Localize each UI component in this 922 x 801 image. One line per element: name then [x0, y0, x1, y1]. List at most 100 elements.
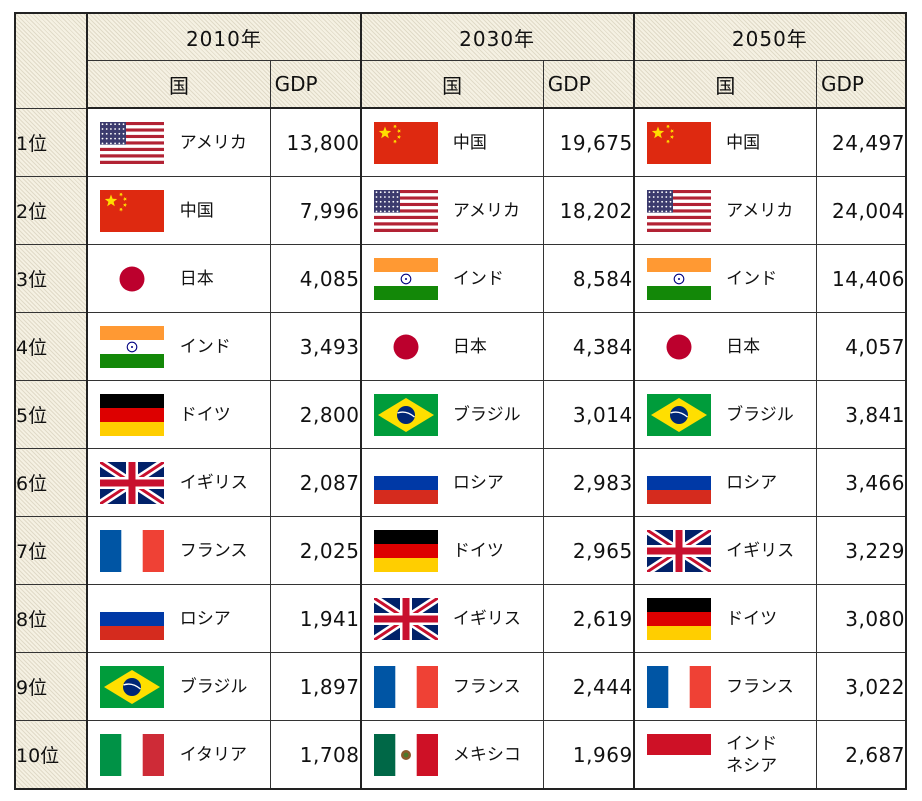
corner-cell — [14, 12, 89, 109]
country-name-text: ロシア — [726, 472, 778, 493]
country-name: アメリカ — [179, 107, 271, 177]
gdp-value: 2,025 — [269, 516, 362, 585]
india-flag-icon — [88, 325, 179, 368]
gdp-value: 3,229 — [815, 516, 907, 585]
rank-cell: 4位 — [14, 312, 89, 381]
flag-cell — [86, 652, 180, 721]
flag-cell — [359, 516, 453, 585]
france-flag-icon — [88, 529, 179, 572]
brazil-flag-icon — [362, 393, 453, 436]
table-row: 2位 中国 7,996 アメリカ 18,202 アメリカ 24,004 — [14, 176, 907, 245]
country-name-text: フランス — [452, 676, 521, 697]
table-row: 4位 インド 3,493 日本 4,384 日本 4,057 — [14, 312, 907, 381]
country-name: 日本 — [726, 312, 817, 381]
flag-cell — [86, 448, 180, 517]
flag-cell — [633, 584, 727, 653]
gdp-ranking-table: 2010年 2030年 2050年 国 GDP 国 GDP 国 GDP 1位 アメ… — [14, 12, 907, 790]
flag-cell — [633, 720, 727, 790]
gdp-value-text: 4,384 — [572, 334, 633, 359]
gdp-value-text: 4,057 — [845, 334, 905, 359]
flag-cell — [633, 176, 727, 245]
india-flag-icon — [362, 257, 453, 300]
country-name-text: インド — [452, 268, 504, 289]
country-name: イギリス — [452, 584, 544, 653]
gdp-value: 2,087 — [269, 448, 362, 517]
gdp-value: 18,202 — [542, 176, 635, 245]
gdp-value-text: 3,229 — [845, 538, 905, 563]
china-flag-icon — [635, 121, 726, 164]
gdp-value-text: 2,687 — [845, 742, 905, 767]
gdp-value-text: 8,584 — [572, 266, 633, 291]
flag-cell — [359, 584, 453, 653]
country-name-text: ドイツ — [179, 404, 231, 425]
country-name: ロシア — [179, 584, 271, 653]
year-header-2010: 2010年 — [86, 12, 362, 61]
gdp-value: 24,497 — [815, 107, 907, 177]
france-flag-icon — [635, 665, 726, 708]
gdp-value-text: 1,708 — [299, 742, 360, 767]
country-name: インド — [452, 244, 544, 313]
flag-cell — [359, 720, 453, 790]
country-name: フランス — [452, 652, 544, 721]
table-row: 5位 ドイツ 2,800 ブラジル 3,014 ブラジル 3,841 — [14, 380, 907, 449]
flag-cell — [633, 380, 727, 449]
china-flag-icon — [362, 121, 453, 164]
mexico-flag-icon — [362, 733, 453, 776]
flag-cell — [86, 720, 180, 790]
india-flag-icon — [635, 257, 726, 300]
country-name-text: フランス — [726, 676, 794, 697]
gdp-value: 1,969 — [542, 720, 635, 790]
gdp-value: 3,080 — [815, 584, 907, 653]
gdp-value: 3,493 — [269, 312, 362, 381]
country-name: ブラジル — [452, 380, 544, 449]
rank-cell: 7位 — [14, 516, 89, 585]
gdp-value: 2,983 — [542, 448, 635, 517]
country-name: フランス — [179, 516, 271, 585]
country-name-text: インド — [726, 268, 778, 289]
flag-cell — [86, 380, 180, 449]
japan-flag-icon — [635, 325, 726, 368]
gdp-value-text: 3,022 — [845, 674, 905, 699]
gdp-value-text: 19,675 — [559, 130, 633, 155]
country-name-text: イギリス — [452, 608, 521, 629]
year-header-2030: 2030年 — [359, 12, 635, 61]
indonesia-flag-icon — [635, 733, 726, 776]
year-header-row: 2010年 2030年 2050年 — [14, 12, 907, 109]
gdp-value: 4,384 — [542, 312, 635, 381]
gdp-header-2050: GDP — [815, 60, 907, 109]
country-name: インド ネシア — [726, 720, 817, 790]
germany-flag-icon — [88, 393, 179, 436]
country-name-text: 日本 — [179, 268, 214, 289]
table-row: 1位 アメリカ 13,800 中国 19,675 中国 24,497 — [14, 107, 907, 177]
country-name-text: 日本 — [452, 336, 487, 357]
gdp-value-text: 1,897 — [299, 674, 360, 699]
gdp-value-text: 2,444 — [572, 674, 633, 699]
gdp-value-text: 2,965 — [572, 538, 633, 563]
country-name-text: 中国 — [726, 132, 761, 153]
brazil-flag-icon — [88, 665, 179, 708]
country-name: ドイツ — [452, 516, 544, 585]
country-name: イギリス — [726, 516, 817, 585]
gdp-value-text: 3,080 — [845, 606, 905, 631]
russia-flag-icon — [88, 597, 179, 640]
gdp-value: 3,841 — [815, 380, 907, 449]
rank-cell: 2位 — [14, 176, 89, 245]
gdp-value-text: 3,493 — [299, 334, 360, 359]
gdp-header-2010: GDP — [269, 60, 362, 109]
flag-cell — [86, 312, 180, 381]
gdp-value-text: 24,497 — [832, 130, 905, 155]
gdp-value: 1,897 — [269, 652, 362, 721]
uk-flag-icon — [362, 597, 453, 640]
gdp-value-text: 14,406 — [832, 266, 905, 291]
country-name-text: ロシア — [179, 608, 231, 629]
country-name: 中国 — [179, 176, 271, 245]
rank-cell: 5位 — [14, 380, 89, 449]
table-row: 6位 イギリス 2,087 ロシア 2,983 ロシア 3,466 — [14, 448, 907, 517]
flag-cell — [633, 516, 727, 585]
rank-cell: 8位 — [14, 584, 89, 653]
year-header-2050: 2050年 — [633, 12, 907, 61]
russia-flag-icon — [635, 461, 726, 504]
country-name: イタリア — [179, 720, 271, 790]
japan-flag-icon — [88, 257, 179, 300]
gdp-value: 3,014 — [542, 380, 635, 449]
